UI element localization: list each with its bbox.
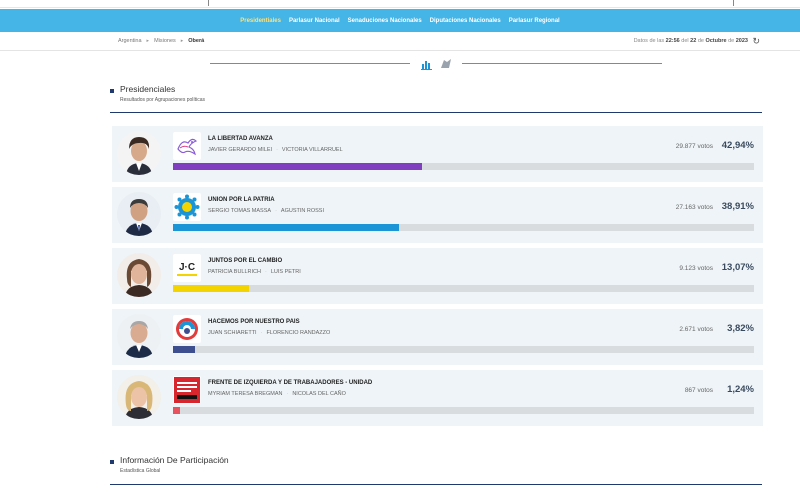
party-name: LA LIBERTAD AVANZA	[208, 136, 273, 142]
party-card-frente-de-izquierda[interactable]: FRENTE DE IZQUIERDA Y DE TRABAJADORES - …	[112, 370, 763, 426]
breadcrumb-misiones[interactable]: Misiones	[154, 38, 176, 44]
party-card-la-libertad-avanza[interactable]: LA LIBERTAD AVANZA JAVIER GERARDO MILEI ·…	[112, 126, 763, 182]
update-time: 22:56	[665, 38, 680, 44]
progress-track	[173, 163, 754, 170]
nav-tab-presidenciales[interactable]: Presidentiales	[240, 17, 281, 24]
vice-candidate: NICOLAS DEL CAÑO	[292, 391, 346, 397]
section-subtitle: Estadística Global	[120, 468, 161, 474]
breadcrumb-separator: ▸	[146, 38, 150, 44]
candidate-avatar	[117, 253, 161, 297]
candidate-avatar	[117, 314, 161, 358]
party-name: HACEMOS POR NUESTRO PAIS	[208, 319, 300, 325]
bar-chart-icon[interactable]	[421, 57, 433, 70]
vice-candidate: AGUSTIN ROSSI	[280, 208, 324, 214]
progress-fill	[173, 407, 181, 414]
location-bar: Argentina ▸ Misiones ▸ Oberá Datos de la…	[0, 33, 800, 51]
vice-candidate: FLORENCIO RANDAZZO	[266, 330, 331, 336]
refresh-icon[interactable]: ↻	[752, 36, 760, 46]
party-logo	[173, 315, 201, 343]
browser-top-strip	[0, 0, 800, 8]
president-candidate: SERGIO TOMAS MASSA	[208, 208, 272, 214]
breadcrumb-separator: ▸	[180, 38, 184, 44]
vice-candidate: LUIS PETRI	[270, 269, 301, 275]
progress-track	[173, 224, 754, 231]
vote-percentage: 3,82%	[727, 323, 754, 334]
divider-line	[462, 63, 662, 64]
election-nav-bar: Presidentiales Parlasur Nacional Senaduc…	[0, 9, 800, 32]
vote-count: 29.877 votos	[675, 143, 713, 150]
nav-tab-parlasur-regional[interactable]: Parlasur Regional	[508, 17, 560, 24]
candidate-avatar	[117, 375, 161, 419]
progress-track	[173, 407, 754, 414]
president-candidate: PATRICIA BULLRICH	[208, 269, 261, 275]
update-month: Octubre	[705, 38, 727, 44]
candidate-avatar	[117, 192, 161, 236]
progress-fill	[173, 285, 249, 292]
vote-percentage: 1,24%	[727, 384, 754, 395]
party-name: FRENTE DE IZQUIERDA Y DE TRABAJADORES - …	[208, 380, 373, 386]
section-title: Información De Participación	[120, 455, 229, 465]
party-logo	[173, 376, 201, 404]
president-candidate: MYRIAM TERESA BREGMAN	[208, 391, 283, 397]
vote-count: 867 votos	[684, 387, 713, 394]
section-divider	[110, 484, 762, 485]
candidates: SERGIO TOMAS MASSA · AGUSTIN ROSSI	[208, 208, 324, 214]
last-update-text: Datos de las 22:56 del 22 de Octubre de …	[633, 38, 748, 44]
section-divider	[110, 112, 762, 113]
vote-count: 27.163 votos	[675, 204, 713, 211]
breadcrumb-argentina[interactable]: Argentina	[118, 38, 142, 44]
president-candidate: JUAN SCHIARETTI	[208, 330, 257, 336]
update-year: 2023	[735, 38, 748, 44]
candidates: MYRIAM TERESA BREGMAN · NICOLAS DEL CAÑO	[208, 391, 346, 397]
section-subtitle: Resultados por Agrupaciones políticas	[120, 97, 206, 103]
candidates: JAVIER GERARDO MILEI · VICTORIA VILLARRUEL	[208, 147, 343, 153]
candidates: PATRICIA BULLRICH · LUIS PETRI	[208, 269, 301, 275]
party-card-juntos-por-el-cambio[interactable]: J·C JUNTOS POR EL CAMBIO PATRICIA BULLRI…	[112, 248, 763, 304]
progress-fill	[173, 224, 400, 231]
progress-track	[173, 285, 754, 292]
progress-fill	[173, 163, 423, 170]
party-logo: J·C	[173, 254, 201, 282]
section-bullet	[110, 460, 114, 464]
party-card-hacemos-por-nuestro-pais[interactable]: HACEMOS POR NUESTRO PAIS JUAN SCHIARETTI…	[112, 309, 763, 365]
map-icon[interactable]	[440, 57, 452, 69]
party-name: JUNTOS POR EL CAMBIO	[208, 258, 283, 264]
breadcrumb: Argentina ▸ Misiones ▸ Oberá	[118, 38, 204, 44]
strip-marker	[733, 0, 734, 6]
section-bullet	[110, 89, 114, 93]
vice-candidate: VICTORIA VILLARRUEL	[281, 147, 343, 153]
breadcrumb-obera: Oberá	[188, 38, 205, 44]
section-presidenciales: Presidenciales Resultados por Agrupacion…	[110, 84, 762, 114]
vote-count: 2.671 votos	[679, 326, 713, 333]
divider-line	[210, 63, 410, 64]
svg-text:J·C: J·C	[179, 262, 195, 273]
candidates: JUAN SCHIARETTI · FLORENCIO RANDAZZO	[208, 330, 331, 336]
vote-count: 9.123 votos	[679, 265, 713, 272]
vote-percentage: 42,94%	[721, 140, 754, 151]
nav-tab-senadurias-nacionales[interactable]: Senaduciones Nacionales	[347, 17, 422, 24]
party-logo	[173, 193, 201, 221]
section-title: Presidenciales	[120, 84, 176, 94]
nav-tab-parlasur-nacional[interactable]: Parlasur Nacional	[288, 17, 340, 24]
update-day: 22	[690, 38, 697, 44]
section-participacion: Información De Participación Estadística…	[110, 455, 762, 487]
progress-fill	[173, 346, 196, 353]
party-card-union-por-la-patria[interactable]: UNION POR LA PATRIA SERGIO TOMAS MASSA · A…	[112, 187, 763, 243]
candidate-avatar	[117, 131, 161, 175]
vote-percentage: 38,91%	[721, 201, 754, 212]
party-logo	[173, 132, 201, 160]
president-candidate: JAVIER GERARDO MILEI	[208, 147, 273, 153]
strip-marker	[208, 0, 209, 6]
progress-track	[173, 346, 754, 353]
view-switcher	[210, 57, 662, 70]
vote-percentage: 13,07%	[721, 262, 754, 273]
nav-tab-diputaciones-nacionales[interactable]: Diputaciones Nacionales	[429, 17, 501, 24]
party-name: UNION POR LA PATRIA	[208, 197, 275, 203]
